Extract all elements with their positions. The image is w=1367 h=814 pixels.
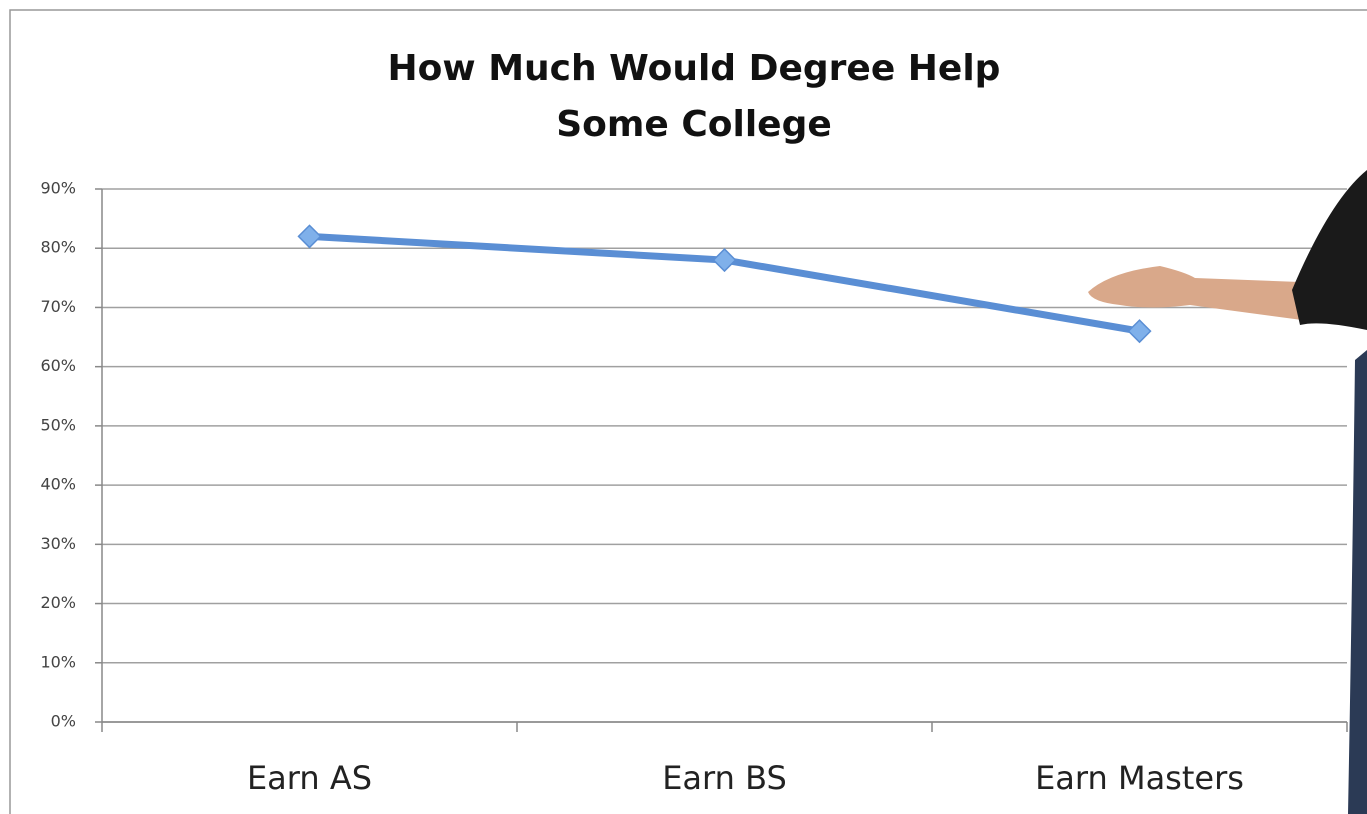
- y-tick-label: 80%: [40, 238, 76, 257]
- x-tick-label: Earn BS: [662, 759, 787, 797]
- y-tick-label: 40%: [40, 475, 76, 494]
- y-tick-label: 0%: [51, 712, 76, 731]
- sleeve: [1292, 170, 1367, 330]
- y-tick-label: 70%: [40, 297, 76, 316]
- hand: [1088, 266, 1302, 320]
- x-tick-label: Earn AS: [247, 759, 372, 797]
- y-tick-label: 50%: [40, 415, 76, 434]
- chart-title: Some College: [556, 104, 832, 145]
- x-tick-label: Earn Masters: [1035, 759, 1244, 797]
- chart-frame: [9, 9, 1367, 814]
- data-point: [1127, 319, 1152, 344]
- body: [1348, 350, 1367, 814]
- plot: 0% 10% 20% 30% 40% 50% 60% 70% 80% 90% Earn AS Earn…: [40, 179, 1348, 797]
- y-tick-label: 20%: [40, 593, 76, 612]
- y-tick-label: 90%: [40, 179, 76, 198]
- data-point: [712, 248, 737, 273]
- y-tick-label: 60%: [40, 356, 76, 375]
- presenter: [1088, 170, 1367, 814]
- y-tick-label: 30%: [40, 534, 76, 553]
- data-point: [297, 224, 322, 249]
- y-tick-label: 10%: [40, 652, 76, 671]
- chart-title: How Much Would Degree Help: [388, 48, 1001, 89]
